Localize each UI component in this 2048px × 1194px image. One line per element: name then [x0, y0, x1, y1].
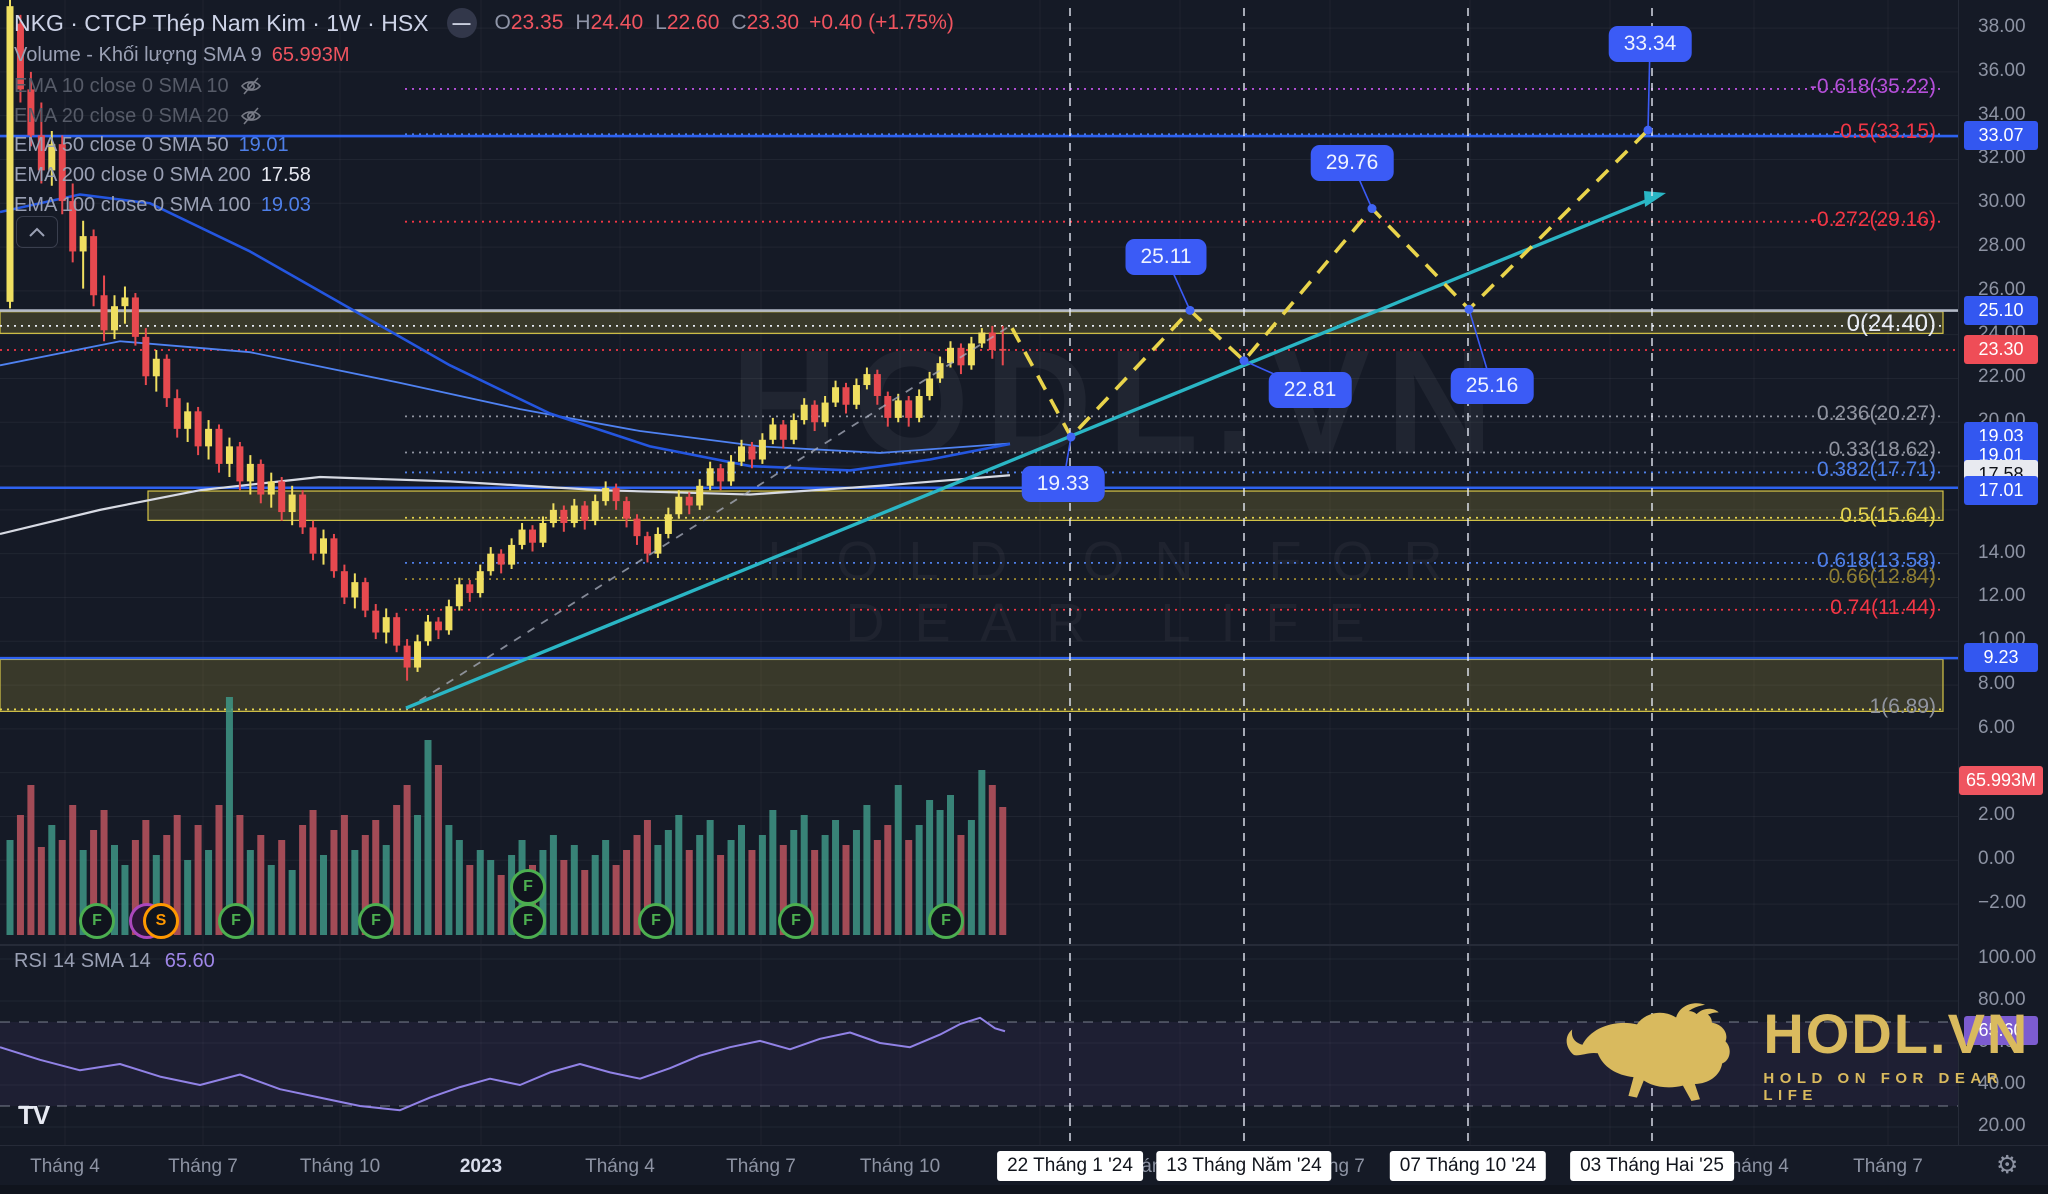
split-marker-icon[interactable]: S [143, 903, 179, 939]
time-tick: 2023 [459, 1156, 503, 1177]
price-callout[interactable]: 19.33 [1021, 466, 1105, 502]
ema-legend-row: EMA 200 close 0 SMA 200 17.58 [14, 164, 311, 187]
rsi-legend-row: RSI 14 SMA 14 65.60 [14, 950, 215, 973]
date-badge: 22 Tháng 1 '24 [997, 1151, 1143, 1181]
price-callout[interactable]: 25.11 [1125, 239, 1207, 275]
price-tick: 2.00 [1978, 804, 2015, 826]
time-tick: Tháng 10 [299, 1156, 381, 1177]
price-tick: 38.00 [1978, 16, 2026, 38]
ema-label: EMA 20 close 0 SMA 20 [14, 104, 229, 127]
price-tick: 14.00 [1978, 541, 2026, 563]
rsi-tick: 100.00 [1978, 947, 2037, 968]
ema-legend-row: EMA 100 close 0 SMA 100 19.03 [14, 194, 311, 217]
ohlc-item: O23.35 [494, 11, 564, 34]
price-badge: 9.23 [1964, 643, 2038, 673]
bull-icon [1566, 1003, 1730, 1101]
price-tick: 6.00 [1978, 716, 2015, 738]
rsi-value: 65.60 [164, 950, 215, 972]
time-tick: Tháng 4 [1719, 1156, 1789, 1177]
price-tick: 22.00 [1978, 366, 2026, 388]
financials-marker-icon[interactable]: F [79, 903, 115, 939]
collapse-symbol-button[interactable]: — [446, 8, 477, 38]
financials-marker-icon[interactable]: F [778, 903, 814, 939]
ema-label: EMA 100 close 0 SMA 100 [14, 194, 251, 216]
price-tick: 0.00 [1978, 848, 2015, 870]
ema-value: 17.58 [260, 164, 311, 186]
rsi-tick: 40.00 [1978, 1073, 2026, 1094]
tradingview-logo[interactable]: TV [18, 1100, 50, 1130]
price-tick: 30.00 [1978, 191, 2026, 213]
ema-legend-row: EMA 20 close 0 SMA 20 [14, 104, 263, 128]
ema-legend-row: EMA 50 close 0 SMA 50 19.01 [14, 134, 289, 157]
ohlc-item: C23.30 [731, 11, 800, 34]
price-tick: 26.00 [1978, 278, 2026, 300]
ema-label: EMA 10 close 0 SMA 10 [14, 74, 229, 97]
ema-value: 19.03 [260, 194, 311, 216]
price-axis[interactable] [1958, 0, 2048, 1145]
brand-tagline: HOLD ON FOR DEAR LIFE [1763, 1070, 2004, 1104]
price-callout[interactable]: 25.16 [1450, 368, 1534, 404]
bottom-strip [0, 1185, 2048, 1194]
price-badge: 65.993M [1959, 766, 2043, 795]
time-tick: Tháng 4 [30, 1156, 100, 1177]
price-tick: 34.00 [1978, 103, 2026, 125]
symbol-title: NKG · CTCP Thép Nam Kim · 1W · HSX [14, 9, 429, 36]
financials-marker-icon[interactable]: F [638, 903, 674, 939]
volume-value: 65.993M [271, 44, 350, 66]
rsi-tick: 20.00 [1978, 1115, 2026, 1136]
collapse-legend-button[interactable] [16, 216, 58, 248]
chevron-up-icon [29, 227, 45, 237]
change-value: +0.40 (+1.75%) [809, 11, 954, 34]
financials-marker-icon[interactable]: F [218, 903, 254, 939]
date-badge: 03 Tháng Hai '25 [1570, 1151, 1734, 1181]
price-tick: 32.00 [1978, 147, 2026, 169]
financials-marker-icon[interactable]: F [928, 903, 964, 939]
gear-icon[interactable]: ⚙ [1996, 1151, 2019, 1179]
financials-marker-icon[interactable]: F [510, 869, 546, 905]
financials-marker-icon[interactable]: F [510, 903, 546, 939]
eye-off-icon[interactable] [239, 104, 263, 128]
brand-name: HODL.VN [1763, 1002, 2030, 1065]
price-tick: −2.00 [1978, 892, 2027, 914]
eye-off-icon[interactable] [239, 74, 263, 98]
price-badge: 25.10 [1964, 295, 2038, 325]
volume-label: Volume - Khối lượng SMA 9 [14, 44, 262, 66]
date-badge: 07 Tháng 10 '24 [1389, 1151, 1547, 1181]
rsi-label: RSI 14 SMA 14 [14, 950, 151, 972]
price-callout[interactable]: 33.34 [1608, 26, 1692, 62]
time-tick: Tháng 7 [726, 1156, 796, 1177]
time-tick: Tháng 7 [1853, 1156, 1923, 1177]
price-badge: 65.60 [1964, 1016, 2038, 1045]
time-tick: Tháng 10 [859, 1156, 941, 1177]
time-tick: Tháng 4 [585, 1156, 655, 1177]
ohlc-item: H24.40 [575, 11, 644, 34]
price-badge: 33.07 [1964, 121, 2038, 151]
price-tick: 36.00 [1978, 59, 2026, 81]
price-tick: 8.00 [1978, 673, 2015, 695]
time-tick: Tháng 7 [168, 1156, 238, 1177]
symbol-legend-row: NKG · CTCP Thép Nam Kim · 1W · HSX — O23… [14, 8, 954, 38]
financials-marker-icon[interactable]: F [358, 903, 394, 939]
ohlc-item: L22.60 [655, 11, 720, 34]
rsi-tick: 80.00 [1978, 989, 2026, 1010]
ema-label: EMA 200 close 0 SMA 200 [14, 164, 251, 186]
brand-logo: HODL.VN HOLD ON FOR DEAR LIFE [1562, 1000, 2048, 1110]
price-badge: 17.01 [1964, 476, 2038, 505]
ema-value: 19.01 [238, 134, 289, 156]
price-tick: 28.00 [1978, 235, 2026, 257]
ema-label: EMA 50 close 0 SMA 50 [14, 134, 229, 156]
ohlc-values: O23.35 H24.40 L22.60 C23.30 [495, 11, 800, 35]
volume-legend-row: Volume - Khối lượng SMA 9 65.993M [14, 44, 350, 67]
price-callout[interactable]: 22.81 [1268, 372, 1352, 408]
date-badge: 13 Tháng Năm '24 [1156, 1151, 1332, 1181]
price-callout[interactable]: 29.76 [1310, 145, 1394, 181]
ema-legend-row: EMA 10 close 0 SMA 10 [14, 74, 263, 98]
price-badge: 23.30 [1964, 335, 2038, 364]
price-tick: 12.00 [1978, 585, 2026, 607]
